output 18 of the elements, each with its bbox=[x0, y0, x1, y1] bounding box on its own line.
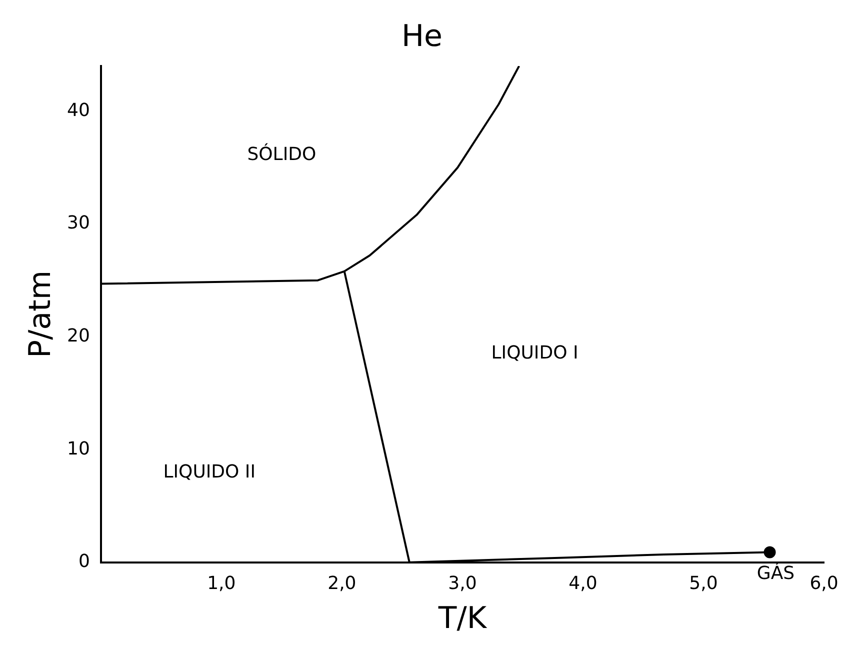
x-tick-label: 6,0 bbox=[810, 572, 838, 594]
annotation: LIQUIDO I bbox=[491, 342, 578, 364]
y-axis-title: P/atm bbox=[22, 270, 58, 358]
x-tick-label: 5,0 bbox=[689, 572, 718, 594]
x-axis-title: T/K bbox=[437, 600, 488, 636]
y-tick-label: 30 bbox=[67, 212, 90, 234]
annotation: LIQUIDO II bbox=[163, 462, 256, 483]
chart-title: He bbox=[401, 18, 443, 54]
annotation: SÓLIDO bbox=[247, 143, 316, 166]
x-tick-label: 2,0 bbox=[328, 572, 356, 594]
y-tick-label: 10 bbox=[67, 438, 90, 460]
y-tick-label: 20 bbox=[67, 325, 90, 346]
y-tick-label: 0 bbox=[78, 551, 90, 572]
x-tick-label: 1,0 bbox=[207, 572, 236, 594]
x-tick-label: 4,0 bbox=[568, 572, 598, 594]
x-tick-label: 3,0 bbox=[448, 572, 477, 594]
annotation: GÁS bbox=[756, 562, 795, 584]
y-tick-label: 40 bbox=[67, 100, 90, 121]
